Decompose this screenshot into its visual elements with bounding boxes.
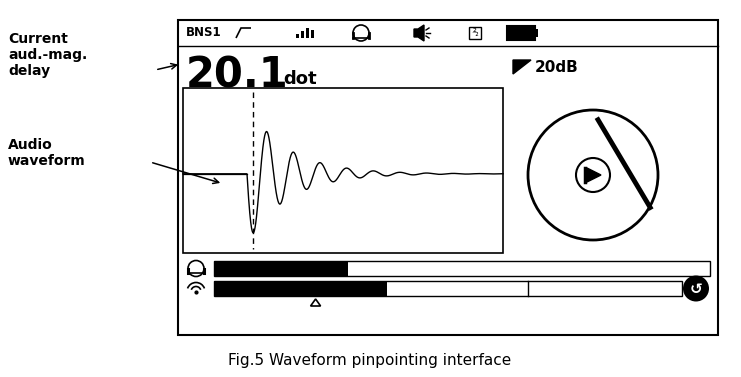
Text: Fig.5 Waveform pinpointing interface: Fig.5 Waveform pinpointing interface bbox=[228, 353, 511, 368]
Bar bbox=[507, 26, 535, 40]
Polygon shape bbox=[587, 168, 601, 182]
Text: ²: ² bbox=[473, 28, 477, 38]
Text: dot: dot bbox=[283, 70, 316, 88]
Text: BNS1: BNS1 bbox=[186, 26, 222, 40]
Text: Current: Current bbox=[8, 32, 68, 46]
Bar bbox=[296, 34, 299, 38]
Bar bbox=[311, 30, 314, 38]
Circle shape bbox=[683, 276, 709, 302]
Text: 20dB: 20dB bbox=[535, 60, 579, 75]
Bar bbox=[183, 88, 503, 253]
Bar bbox=[301, 31, 304, 38]
Polygon shape bbox=[414, 25, 424, 41]
Bar bbox=[535, 29, 538, 37]
Circle shape bbox=[576, 158, 610, 192]
Bar bbox=[214, 281, 387, 296]
Text: waveform: waveform bbox=[8, 154, 86, 168]
Bar bbox=[306, 28, 309, 38]
Circle shape bbox=[528, 110, 658, 240]
Text: 20.1: 20.1 bbox=[186, 54, 289, 96]
Bar bbox=[178, 20, 718, 335]
Text: ↺: ↺ bbox=[690, 282, 702, 297]
Text: delay: delay bbox=[8, 64, 50, 78]
Polygon shape bbox=[513, 60, 531, 74]
Text: aud.-mag.: aud.-mag. bbox=[8, 48, 87, 62]
Text: ⁻₂: ⁻₂ bbox=[471, 29, 479, 37]
Bar bbox=[214, 261, 710, 276]
Text: Audio: Audio bbox=[8, 138, 53, 152]
Bar bbox=[469, 27, 481, 39]
Bar bbox=[214, 261, 348, 276]
Bar bbox=[214, 281, 682, 296]
